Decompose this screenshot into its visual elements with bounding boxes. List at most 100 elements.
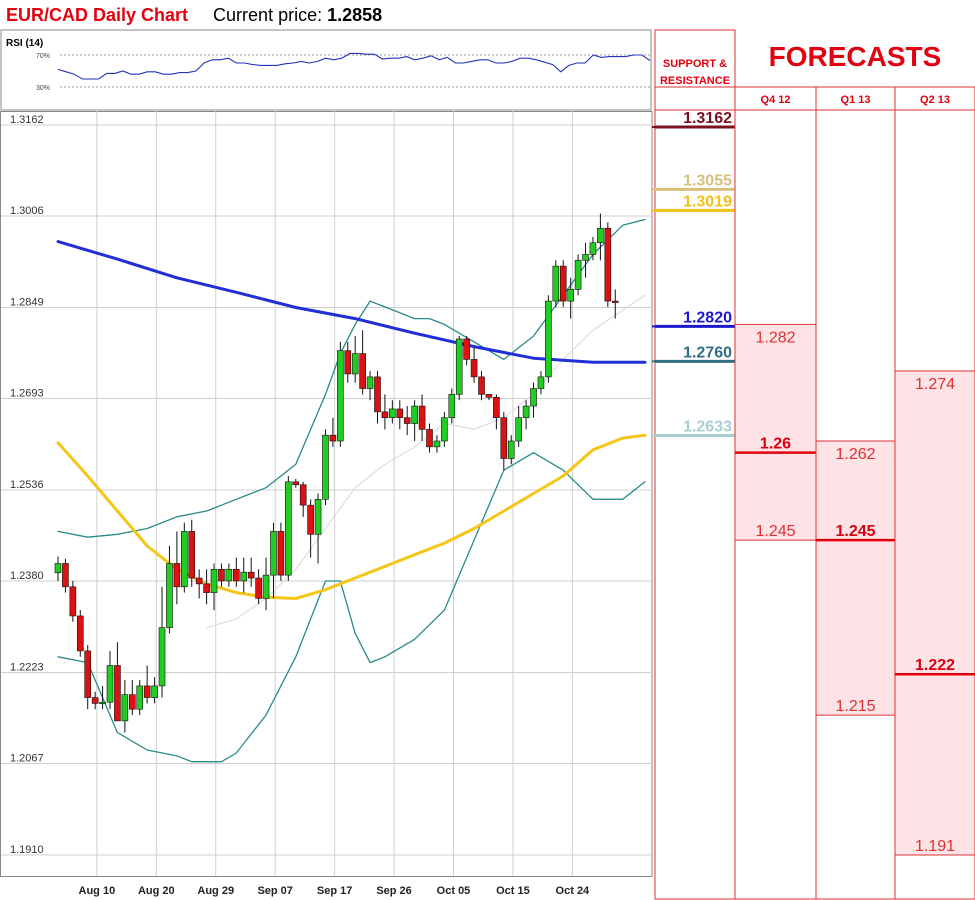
candle-bearish [299, 484, 307, 506]
x-tick-label: Sep 17 [317, 885, 352, 897]
candle-bearish [478, 376, 485, 395]
candle-bullish [441, 417, 448, 442]
candle-bullish [522, 405, 530, 418]
candle-bearish [396, 408, 404, 418]
candle-bullish [136, 685, 144, 710]
forecast-high-value: 1.262 [835, 446, 875, 463]
bollinger-mid-line [206, 294, 646, 629]
sr-header-line1: SUPPORT & [663, 58, 727, 70]
moving-average-blue-line [56, 240, 647, 364]
x-tick-label: Sep 07 [257, 885, 292, 897]
candle-bullish [366, 376, 374, 389]
forecast-range-band [735, 324, 816, 541]
candle-bullish [351, 353, 359, 375]
sr-level-label: 1.3055 [683, 172, 732, 189]
forecast-low-value: 1.245 [755, 523, 795, 540]
rsi-level-label: 30% [36, 85, 50, 92]
candle-bullish [262, 574, 270, 599]
candle-bearish [277, 531, 285, 576]
candle-bullish [121, 694, 129, 722]
forecast-high-value: 1.274 [915, 376, 955, 393]
candle-bearish [76, 615, 84, 652]
forecast-mid-value: 1.222 [915, 657, 955, 674]
sr-level-label: 1.3162 [683, 110, 732, 127]
candle-bullish [106, 665, 114, 703]
bollinger-upper-line [57, 218, 646, 538]
candle-bearish [195, 577, 203, 585]
candle-bullish [448, 394, 456, 418]
sr-level-label: 1.2760 [683, 344, 732, 361]
forecast-column-label: Q1 13 [841, 94, 871, 106]
rsi-label: RSI (14) [6, 38, 43, 49]
chart-title: EUR/CAD Daily Chart [6, 5, 189, 25]
candle-bullish [411, 405, 418, 424]
candle-bearish [485, 394, 493, 398]
candle-bearish [329, 434, 337, 442]
x-tick-label: Aug 20 [138, 885, 175, 897]
candle-bearish [62, 563, 69, 588]
y-tick-label: 1.2223 [10, 662, 44, 674]
candle-bearish [292, 481, 300, 486]
current-price-label: Current price: [213, 5, 323, 25]
candle-bullish [507, 440, 515, 459]
candle-bearish [493, 396, 500, 418]
candle-bullish [225, 568, 233, 582]
candle-bullish [285, 481, 292, 576]
forecast-mid-value: 1.245 [835, 523, 875, 540]
candle-bullish [322, 434, 329, 500]
candle-bearish [559, 265, 567, 302]
x-tick-label: Sep 26 [376, 885, 411, 897]
candle-bearish [500, 417, 508, 459]
x-tick-label: Oct 05 [437, 885, 471, 897]
candle-bullish [552, 265, 560, 302]
candle-bullish [158, 627, 166, 687]
candle-bearish [129, 694, 136, 710]
forecast-column-frame [894, 86, 975, 900]
y-tick-label: 1.1910 [10, 844, 44, 856]
candle-bearish [463, 338, 470, 360]
forecast-column-label: Q4 12 [761, 94, 791, 106]
candle-bearish [604, 227, 612, 302]
y-tick-label: 1.2849 [10, 297, 44, 309]
support-resistance-frame [654, 29, 736, 900]
candle-bearish [359, 353, 366, 389]
candle-bearish [470, 359, 478, 378]
forecast-low-value: 1.215 [835, 698, 875, 715]
rsi-level-label: 70% [36, 53, 50, 60]
candle-bearish [114, 665, 121, 722]
candle-bullish [574, 259, 582, 290]
chart-header: EUR/CAD Daily Chart Current price: 1.285… [6, 2, 382, 28]
candle-bullish [530, 388, 537, 407]
y-tick-label: 1.2536 [10, 479, 44, 491]
candle-bearish [381, 411, 389, 418]
candle-bearish [143, 685, 151, 698]
candle-bearish [84, 650, 92, 698]
candle-bearish [91, 697, 99, 704]
candle-bearish [374, 376, 381, 413]
candle-bullish [54, 563, 62, 574]
forecast-range-band [816, 441, 895, 716]
candle-bullish [597, 227, 604, 244]
candle-bearish [69, 586, 77, 617]
candle-bullish [240, 571, 248, 582]
x-tick-label: Oct 15 [496, 885, 530, 897]
moving-average-yellow-line [56, 433, 647, 600]
forecast-mid-value: 1.26 [760, 436, 791, 453]
candle-bearish [611, 300, 619, 303]
candle-bearish [247, 571, 255, 579]
candle-bearish [344, 350, 352, 375]
candle-bearish [403, 417, 411, 424]
candle-bullish [151, 685, 158, 698]
rsi-panel-frame [0, 29, 652, 111]
current-price-value: 1.2858 [327, 5, 383, 25]
x-tick-label: Aug 29 [197, 885, 234, 897]
bollinger-lower-line [57, 452, 646, 763]
sr-level-label: 1.3019 [683, 193, 732, 210]
candle-bearish [218, 568, 225, 582]
candle-bullish [337, 350, 344, 442]
x-tick-label: Aug 10 [79, 885, 116, 897]
candle-bearish [188, 531, 196, 579]
candle-bullish [455, 338, 463, 395]
forecast-low-value: 1.191 [915, 838, 955, 855]
